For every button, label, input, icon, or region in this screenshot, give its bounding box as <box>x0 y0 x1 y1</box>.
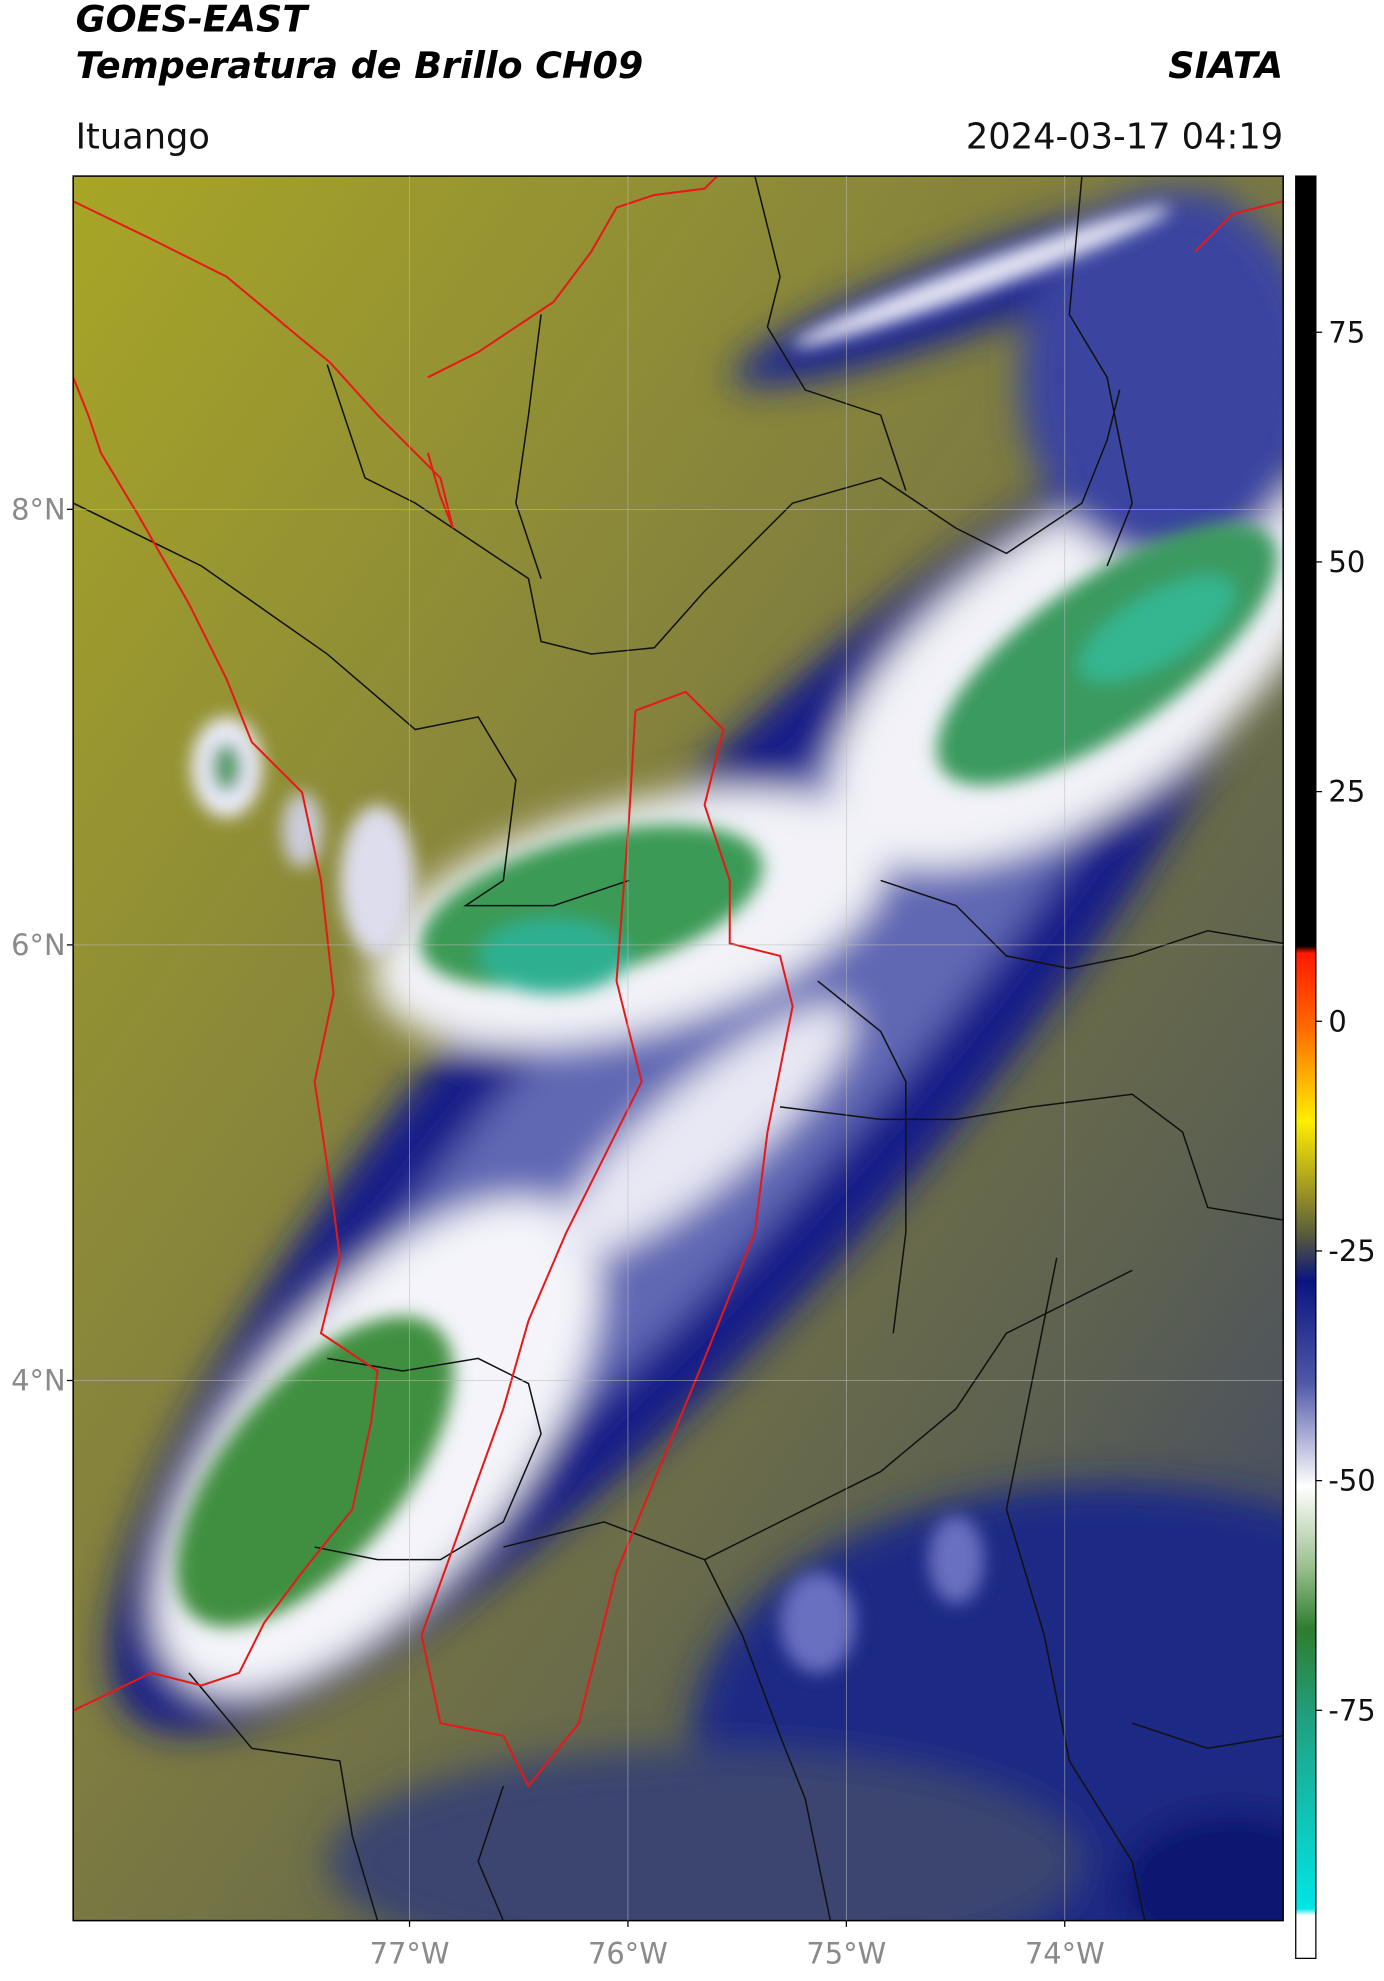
colorbar <box>1295 175 1317 1959</box>
lat-tick-label: 6°N <box>11 928 65 962</box>
layer <box>175 206 1278 1673</box>
title: GOES-EAST <box>76 0 311 40</box>
border-line <box>73 502 630 907</box>
border-line <box>1005 1257 1146 1921</box>
map-frame <box>72 175 1284 1922</box>
border-line <box>754 176 907 491</box>
lat-tick-label: 4°N <box>11 1364 65 1398</box>
cloud-field <box>211 742 242 793</box>
location: Ituango <box>76 116 210 157</box>
datetime: 2024-03-17 04:19 <box>966 116 1283 157</box>
cloud-field <box>556 1004 853 1260</box>
cloud-field <box>1019 188 1284 566</box>
cloud-field <box>339 804 416 956</box>
border-line <box>515 314 542 579</box>
colorbar-tick-label: -50 <box>1328 1464 1375 1498</box>
border-line <box>880 879 1284 970</box>
cloud-field <box>478 918 630 994</box>
cloud-field <box>327 1748 1082 1921</box>
colorbar-tick-label: 0 <box>1328 1004 1346 1038</box>
lon-tick-label: 75°W <box>806 1936 886 1970</box>
lat-tick-label: 8°N <box>11 492 65 526</box>
border-line <box>1194 200 1284 253</box>
cloud-field <box>928 1515 984 1604</box>
colorbar-tick-label: 75 <box>1328 315 1365 349</box>
border-line <box>703 1559 832 1921</box>
border-line <box>420 690 794 1788</box>
lon-tick-label: 77°W <box>370 1936 450 1970</box>
colorbar-tick-label: 50 <box>1328 545 1365 579</box>
border-line <box>1131 1722 1284 1750</box>
border-line <box>188 1672 379 1921</box>
border-line <box>314 1357 542 1561</box>
border-line <box>326 364 1121 655</box>
layer <box>73 176 1284 1788</box>
satellite-image <box>73 176 1284 1921</box>
colorbar-tick-label: -25 <box>1328 1234 1375 1268</box>
border-line <box>427 176 718 379</box>
border-line <box>73 200 454 529</box>
cloud-field <box>1079 575 1236 683</box>
border-line <box>817 980 907 1334</box>
lon-tick-label: 76°W <box>588 1936 668 1970</box>
border-line <box>779 1093 1284 1221</box>
border-line <box>1068 176 1134 567</box>
cloud-field <box>1119 1811 1284 1921</box>
layer <box>73 176 1284 1921</box>
border-line <box>73 376 379 1712</box>
subtitle: Temperatura de Brillo CH09 <box>76 44 644 87</box>
source: SIATA <box>1168 44 1283 87</box>
border-line <box>477 1785 505 1921</box>
cloud-field <box>281 792 323 868</box>
cloud-field <box>780 1572 856 1673</box>
border-line <box>503 1269 1133 1561</box>
colorbar-tick-label: -75 <box>1328 1693 1375 1727</box>
cloud-field <box>175 1316 454 1627</box>
lon-tick-label: 74°W <box>1025 1936 1105 1970</box>
colorbar-tick-label: 25 <box>1328 775 1365 809</box>
